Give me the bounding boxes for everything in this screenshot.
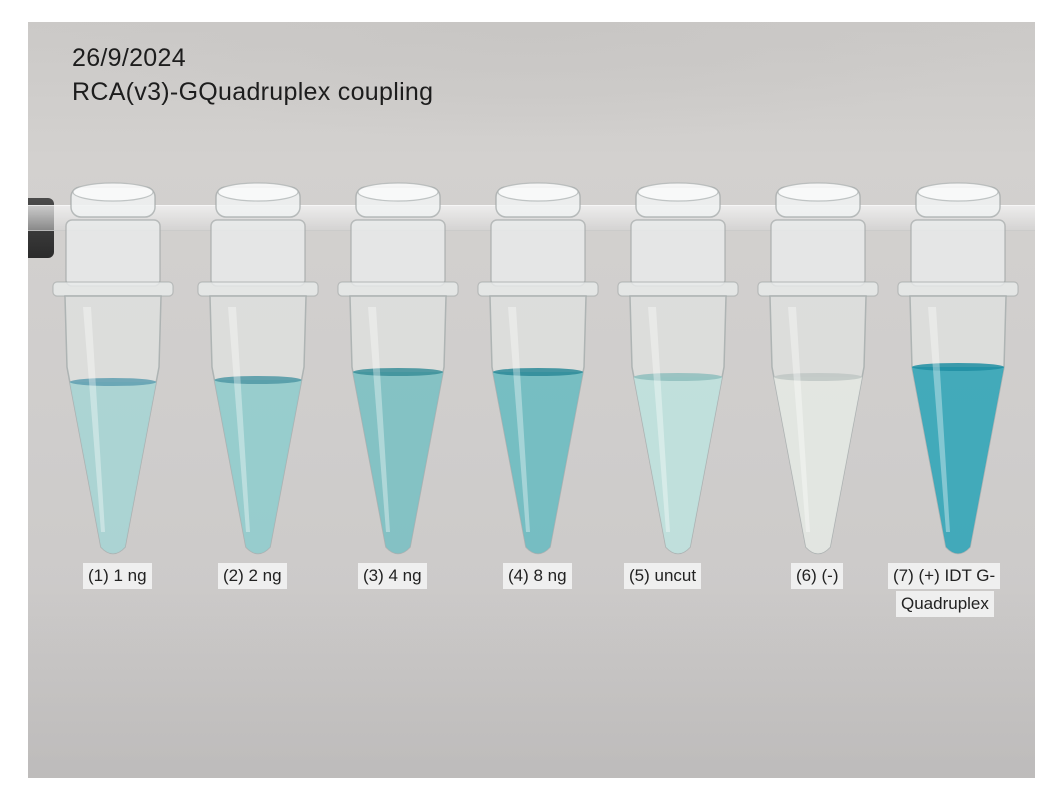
tube-flange (197, 281, 319, 297)
pcr-tube (617, 182, 739, 555)
tube-liquid (912, 367, 1004, 554)
tube-liquid (352, 372, 444, 554)
tube-cap-top (497, 182, 579, 202)
pcr-tube (897, 182, 1019, 555)
tube-collar (910, 219, 1006, 287)
tube-flange (897, 281, 1019, 297)
tube-label: (1) 1 ng (83, 563, 152, 589)
liquid-meniscus (633, 373, 723, 381)
tube-label: (6) (-) (791, 563, 844, 589)
title-caption: RCA(v3)-GQuadruplex coupling (72, 78, 434, 106)
tube-liquid (773, 377, 863, 554)
tube-cap-top (357, 182, 439, 202)
tube-collar (350, 219, 446, 287)
liquid-meniscus (352, 368, 444, 376)
tube-collar (210, 219, 306, 287)
tube-liquid (633, 377, 723, 554)
pcr-tube (337, 182, 459, 555)
pcr-tube (197, 182, 319, 555)
tube-highlight (928, 307, 950, 532)
liquid-meniscus (773, 373, 863, 381)
tube-label: (3) 4 ng (358, 563, 427, 589)
pcr-tube (477, 182, 599, 555)
liquid-meniscus (492, 368, 584, 376)
tube-flange (617, 281, 739, 297)
tube-cap-top (917, 182, 999, 202)
tube-liquid (214, 380, 302, 554)
tube-flange (757, 281, 879, 297)
tube-highlight (368, 307, 390, 532)
tube-collar (630, 219, 726, 287)
pcr-tube (757, 182, 879, 555)
tube-liquid (492, 372, 584, 554)
photo: 26/9/2024 RCA(v3)-GQuadruplex coupling (… (28, 22, 1035, 778)
tube-collar (490, 219, 586, 287)
tube-liquid (69, 382, 157, 554)
tube-cap-top (637, 182, 719, 202)
tube-cap-top (217, 182, 299, 202)
pcr-tube (52, 182, 174, 555)
tube-label: (7) (+) IDT G- (888, 563, 1001, 589)
tube-collar (770, 219, 866, 287)
bench-shadow (28, 582, 1035, 778)
tube-highlight (648, 307, 670, 532)
tube-flange (477, 281, 599, 297)
tube-cap-top (777, 182, 859, 202)
tube-flange (52, 281, 174, 297)
tube-label-line2: Quadruplex (896, 591, 994, 617)
liquid-meniscus (214, 376, 302, 384)
liquid-meniscus (912, 363, 1004, 371)
tube-label: (5) uncut (624, 563, 702, 589)
background-blur (28, 22, 1035, 142)
tube-highlight (83, 307, 105, 532)
tube-label: (4) 8 ng (503, 563, 572, 589)
tube-highlight (228, 307, 250, 532)
tube-flange (337, 281, 459, 297)
pcr-tube-strip (52, 182, 1019, 555)
tube-label: (2) 2 ng (218, 563, 287, 589)
tube-highlight (788, 307, 810, 532)
liquid-meniscus (69, 378, 157, 386)
tube-cap-top (72, 182, 154, 202)
tube-collar (65, 219, 161, 287)
tube-highlight (508, 307, 530, 532)
date-caption: 26/9/2024 (72, 44, 186, 72)
